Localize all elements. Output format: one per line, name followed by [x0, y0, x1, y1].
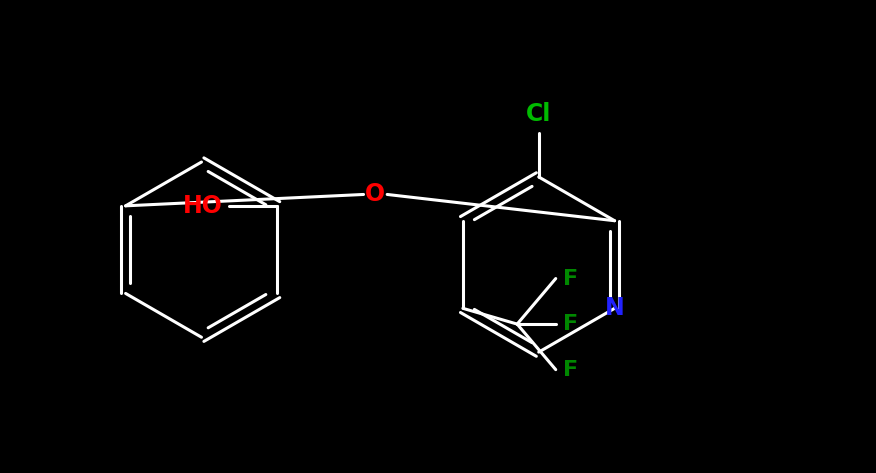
Text: HO: HO	[183, 194, 223, 218]
Text: N: N	[604, 296, 625, 320]
Text: F: F	[562, 314, 578, 334]
Text: Cl: Cl	[526, 102, 551, 126]
Text: F: F	[562, 269, 578, 289]
Text: F: F	[562, 359, 578, 380]
Text: O: O	[365, 183, 385, 206]
